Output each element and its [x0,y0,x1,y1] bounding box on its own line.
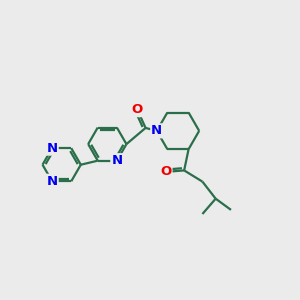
Text: O: O [160,165,172,178]
Text: N: N [46,142,58,154]
Text: N: N [111,154,122,167]
Text: O: O [132,103,143,116]
Text: N: N [46,175,58,188]
Text: N: N [151,124,162,137]
